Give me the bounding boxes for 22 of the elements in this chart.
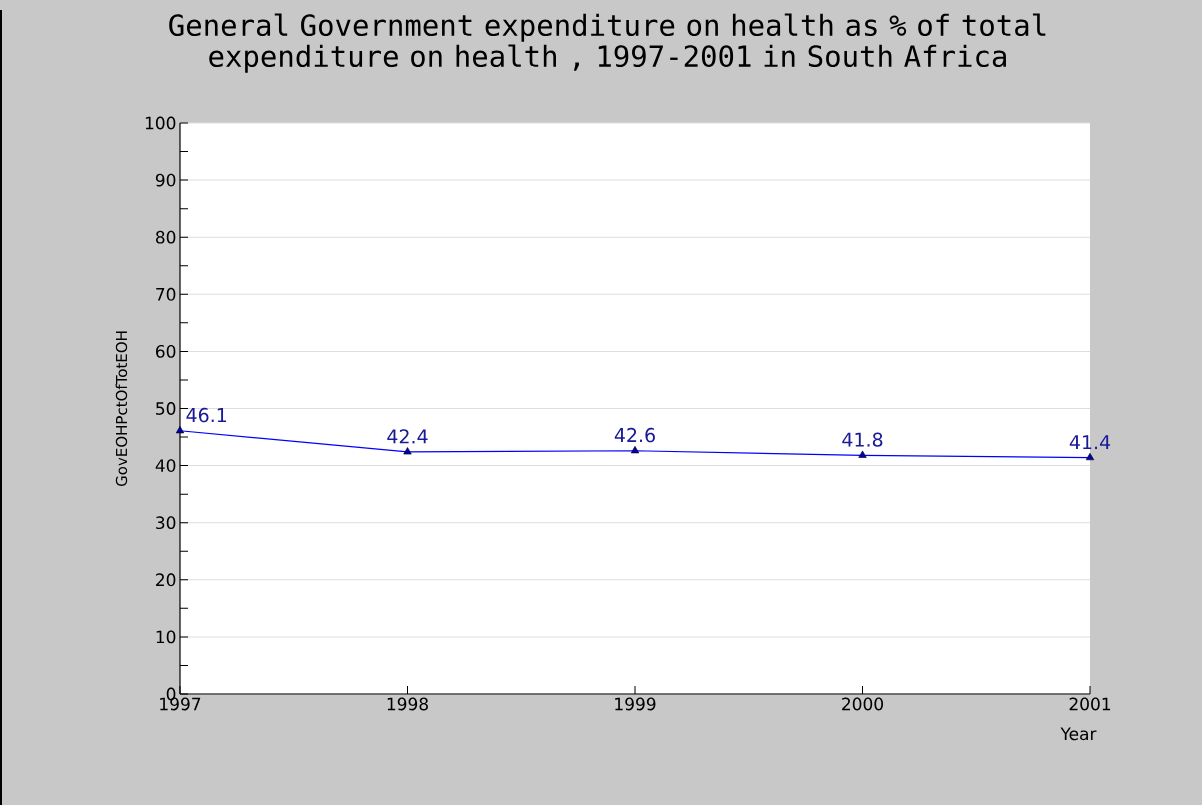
chart-title: General Government expenditure on health as % of total expenditure on health , 1997-2001 in South Africa: [169, 13, 1046, 73]
x-axis-title: Year: [1060, 727, 1097, 741]
y-tick-label: 100: [145, 116, 176, 130]
x-tick-label: 1999: [615, 697, 656, 711]
y-tick-label: 70: [156, 287, 176, 301]
y-tick-label: 50: [156, 402, 176, 415]
y-tick-label: 20: [156, 573, 176, 587]
y-tick-label: 30: [156, 516, 176, 530]
y-tick-label: 10: [156, 630, 176, 644]
y-tick-label: 40: [155, 459, 176, 473]
x-tick-label: 1998: [387, 697, 428, 711]
data-label: 42.4: [387, 429, 428, 444]
data-label: 46.1: [186, 407, 227, 423]
x-tick-label: 2001: [1069, 697, 1111, 711]
data-label: 41.4: [1069, 435, 1111, 450]
y-tick-label: 90: [155, 173, 176, 187]
x-tick-label: 2000: [842, 697, 884, 711]
y-tick-label: 60: [156, 344, 176, 358]
y-tick-label: 80: [156, 230, 176, 244]
data-label: 41.8: [842, 432, 883, 447]
data-label: 42.6: [614, 427, 655, 443]
y-axis-title: GovEOHPctOfTotEOH: [115, 331, 128, 487]
